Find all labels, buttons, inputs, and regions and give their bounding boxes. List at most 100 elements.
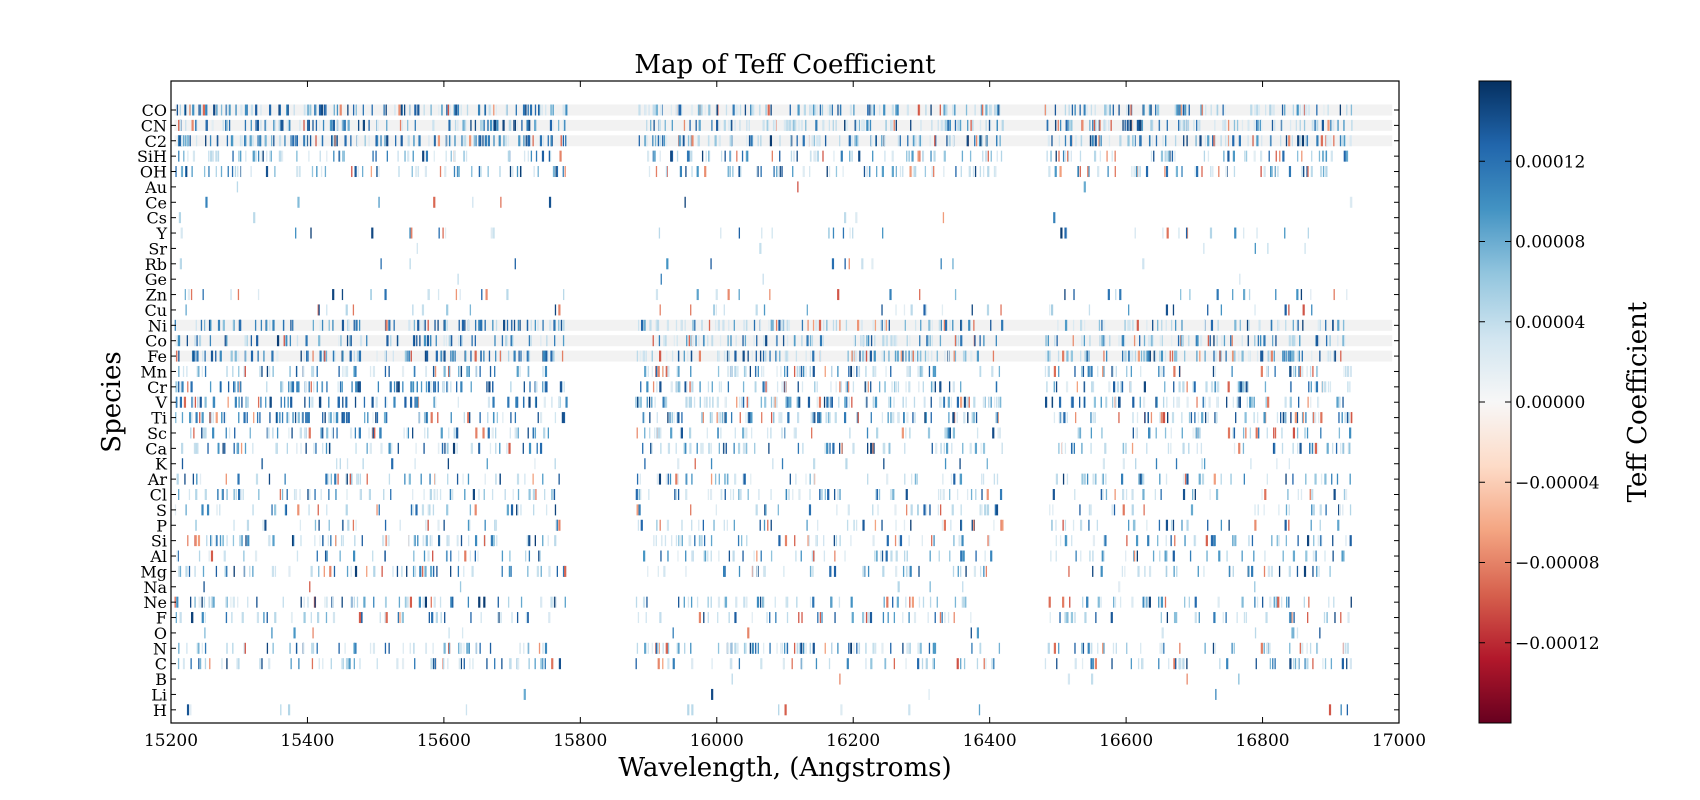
line-mark: [872, 104, 874, 116]
line-mark: [386, 396, 388, 408]
line-mark: [230, 350, 233, 362]
line-mark: [204, 658, 207, 670]
line-mark: [960, 335, 963, 347]
line-mark: [847, 350, 849, 362]
line-mark: [780, 642, 782, 654]
line-mark: [691, 335, 695, 347]
line-mark: [648, 104, 650, 116]
line-mark: [1083, 319, 1086, 331]
line-mark: [342, 119, 344, 131]
line-mark: [939, 612, 942, 624]
line-mark: [1053, 412, 1056, 424]
line-mark: [383, 104, 385, 116]
line-mark: [827, 489, 830, 500]
line-mark: [464, 489, 466, 500]
line-mark: [418, 412, 420, 424]
line-mark: [1080, 550, 1082, 562]
line-mark: [222, 319, 225, 331]
line-mark: [795, 473, 797, 485]
line-mark: [654, 104, 656, 116]
line-mark: [775, 319, 778, 331]
line-mark: [830, 596, 833, 608]
line-mark: [391, 458, 394, 470]
line-mark: [328, 319, 330, 331]
line-mark: [797, 181, 799, 193]
line-mark: [974, 135, 976, 147]
line-mark: [202, 565, 205, 577]
line-mark: [332, 350, 335, 362]
line-mark: [232, 535, 235, 547]
line-mark: [1310, 519, 1312, 531]
line-mark: [428, 504, 430, 516]
line-mark: [309, 135, 312, 147]
line-mark: [740, 166, 742, 178]
line-mark: [1295, 412, 1299, 424]
line-mark: [516, 119, 519, 131]
line-mark: [1046, 381, 1048, 393]
line-mark: [1311, 442, 1314, 454]
line-mark: [1157, 535, 1159, 547]
line-mark: [296, 335, 299, 347]
line-mark: [659, 381, 662, 393]
line-mark: [399, 519, 401, 531]
line-mark: [1073, 612, 1077, 624]
line-mark: [1165, 565, 1167, 577]
line-mark: [954, 119, 957, 131]
line-mark: [906, 550, 908, 562]
line-mark: [1076, 381, 1079, 393]
line-mark: [181, 442, 184, 454]
line-mark: [805, 119, 807, 131]
line-mark: [481, 289, 483, 301]
line-mark: [954, 335, 957, 347]
line-mark: [697, 104, 701, 116]
line-mark: [373, 565, 376, 577]
line-mark: [1097, 596, 1100, 608]
line-mark: [1214, 381, 1216, 393]
line-mark: [256, 612, 260, 624]
line-mark: [325, 612, 328, 624]
line-mark: [552, 596, 554, 608]
line-mark: [212, 596, 215, 608]
line-mark: [1084, 612, 1087, 624]
line-mark: [917, 150, 920, 162]
line-mark: [548, 150, 552, 162]
line-mark: [779, 350, 781, 362]
line-mark: [739, 412, 741, 424]
line-mark: [822, 150, 824, 162]
line-mark: [1152, 319, 1154, 331]
line-mark: [266, 642, 269, 654]
line-mark: [953, 535, 955, 547]
line-mark: [345, 365, 349, 377]
line-mark: [1220, 473, 1222, 485]
line-mark: [858, 150, 861, 162]
line-mark: [869, 612, 872, 624]
line-mark: [819, 104, 822, 116]
line-mark: [236, 442, 239, 454]
line-mark: [803, 642, 805, 654]
line-mark: [828, 658, 831, 670]
line-mark: [646, 596, 648, 608]
line-mark: [1164, 150, 1167, 162]
line-mark: [528, 535, 531, 547]
line-mark: [211, 119, 214, 131]
line-mark: [1244, 150, 1246, 162]
line-mark: [542, 473, 544, 485]
line-mark: [203, 166, 206, 178]
line-mark: [241, 612, 244, 624]
line-mark: [528, 135, 531, 147]
line-mark: [1290, 412, 1292, 424]
line-mark: [815, 535, 818, 547]
line-mark: [188, 489, 191, 500]
line-mark: [1272, 335, 1274, 347]
line-mark: [256, 596, 258, 608]
line-mark: [1138, 473, 1140, 485]
line-mark: [181, 412, 184, 424]
line-mark: [204, 350, 206, 362]
line-mark: [685, 166, 687, 178]
line-mark: [648, 489, 650, 500]
line-mark: [784, 489, 787, 500]
line-mark: [222, 535, 225, 547]
line-mark: [942, 212, 945, 224]
line-mark: [263, 612, 265, 624]
line-mark: [797, 119, 801, 131]
